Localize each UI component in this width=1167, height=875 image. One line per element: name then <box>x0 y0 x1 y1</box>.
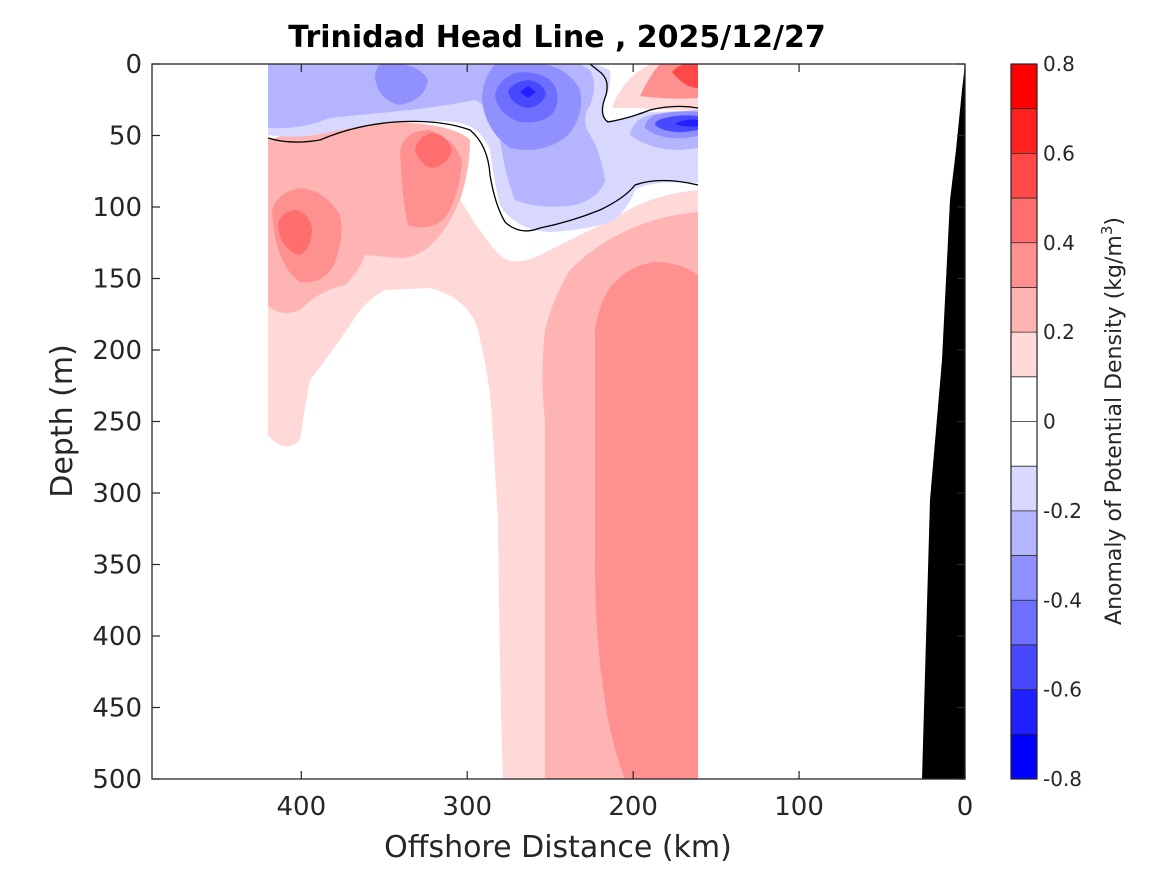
contour-core-positive-0.4-left <box>278 210 312 255</box>
colorbar-segment <box>1011 153 1037 199</box>
y-axis: 0 50 100 150 200 250 300 350 400 450 500 <box>92 50 965 795</box>
x-tick-label: 100 <box>774 792 824 822</box>
colorbar-segment <box>1011 421 1037 467</box>
y-tick-label: 50 <box>109 122 142 152</box>
zero-contour-line-left <box>267 120 699 232</box>
contour-core-negative-right-core <box>675 119 698 127</box>
y-tick-label: 500 <box>92 765 142 795</box>
colorbar-segment <box>1011 600 1037 646</box>
colorbar-segment <box>1011 287 1037 333</box>
colorbar-segment <box>1011 689 1037 735</box>
colorbar-segment <box>1011 64 1037 110</box>
x-tick-label: 200 <box>608 792 658 822</box>
x-tick-label: 0 <box>957 792 974 822</box>
y-tick-label: 200 <box>92 336 142 366</box>
colorbar-segment <box>1011 108 1037 154</box>
colorbar-frame <box>1010 63 1038 780</box>
y-tick-label: 100 <box>92 193 142 223</box>
y-tick-label: 350 <box>92 551 142 581</box>
y-tick-label: 400 <box>92 622 142 652</box>
colorbar-segment <box>1011 198 1037 244</box>
y-tick-label: 0 <box>125 50 142 80</box>
y-axis-label: Depth (m) <box>45 344 80 498</box>
colorbar-tick-label: 0.6 <box>1043 141 1075 165</box>
colorbar-tick-label: 0.4 <box>1043 231 1075 255</box>
colorbar-tick-label: 0.8 <box>1043 52 1075 76</box>
y-tick-label: 150 <box>92 265 142 295</box>
colorbar-segment <box>1011 555 1037 601</box>
x-axis-label: Offshore Distance (km) <box>384 830 732 865</box>
colorbar-segment <box>1011 332 1037 378</box>
contour-field <box>267 64 699 779</box>
x-tick-label: 400 <box>277 792 327 822</box>
colorbar-tick-label: -0.2 <box>1043 499 1082 523</box>
contour-band-positive-0.3-column <box>595 262 698 779</box>
colorbar-segment <box>1011 466 1037 512</box>
colorbar-tick-label: -0.6 <box>1043 678 1082 702</box>
colorbar-segment <box>1011 376 1037 422</box>
colorbar: 0.8 0.6 0.4 0.2 0 -0.2 -0.4 -0.6 -0.8 <box>1010 52 1082 791</box>
y-tick-label: 250 <box>92 408 142 438</box>
x-axis: 400 300 200 100 0 <box>277 64 974 822</box>
contour-band-negative-0.3-left <box>375 64 428 105</box>
x-tick-label: 300 <box>442 792 492 822</box>
zero-contour-line-upper <box>589 64 699 123</box>
y-tick-label: 450 <box>92 694 142 724</box>
colorbar-segment <box>1011 242 1037 288</box>
contour-core-positive-surface-0.5 <box>672 64 698 88</box>
colorbar-segment <box>1011 734 1037 780</box>
chart-title: Trinidad Head Line , 2025/12/27 <box>288 20 825 55</box>
colorbar-tick-label: 0 <box>1043 410 1056 434</box>
y-tick-label: 300 <box>92 479 142 509</box>
colorbar-segment <box>1011 510 1037 557</box>
colorbar-label: Anomaly of Potential Density (kg/m3) <box>1098 217 1127 625</box>
seafloor-bathymetry <box>922 64 965 779</box>
colorbar-tick-label: -0.4 <box>1043 588 1082 612</box>
colorbar-tick-label: -0.8 <box>1043 767 1082 791</box>
colorbar-tick-label: 0.2 <box>1043 320 1075 344</box>
contour-core-negative-0.7 <box>520 86 536 98</box>
contour-core-positive-0.4-center <box>415 133 452 168</box>
colorbar-segment <box>1011 644 1037 691</box>
